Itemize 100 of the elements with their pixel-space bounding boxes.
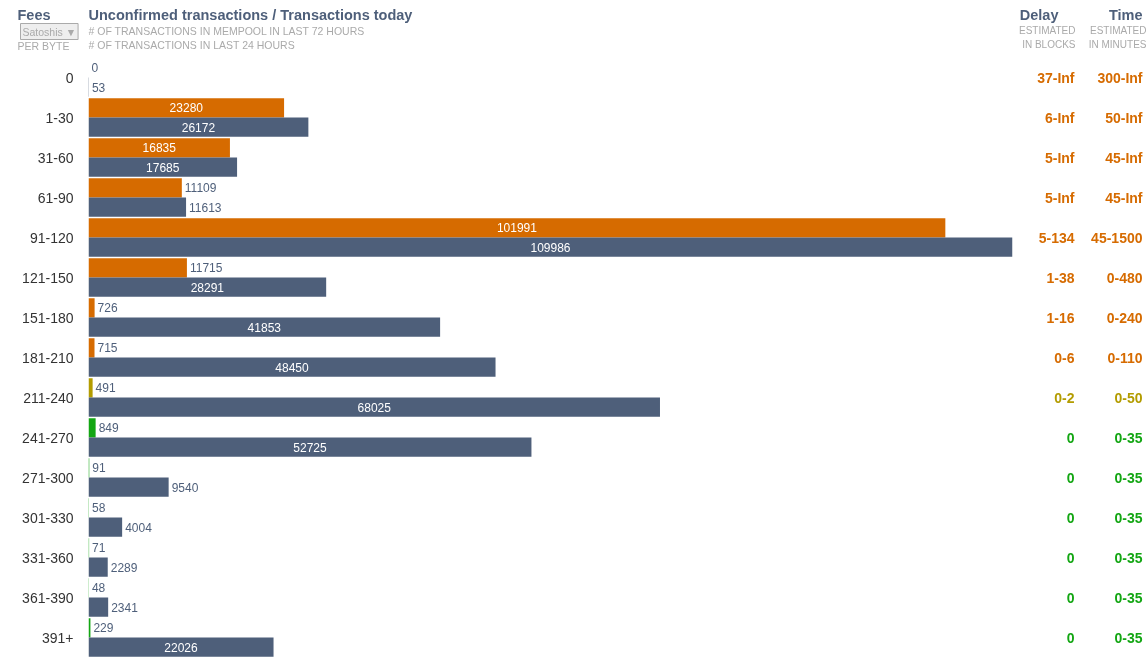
- data-label: 229: [93, 621, 114, 636]
- data-label: 28291: [190, 280, 225, 295]
- text: 1-16: [1046, 309, 1075, 326]
- data-label: 4004: [125, 520, 153, 535]
- data-label: 11613: [189, 200, 222, 215]
- text: 50-Inf: [1105, 109, 1143, 126]
- text: Time: [1108, 6, 1143, 23]
- bar: [88, 138, 230, 158]
- bar: [88, 117, 309, 137]
- data-label: 53: [91, 80, 106, 95]
- bar: [88, 437, 532, 457]
- bar: [88, 298, 95, 318]
- data-label: 2289: [110, 560, 138, 575]
- text: ESTIMATED IN BLOCKS: [1019, 25, 1076, 50]
- text: 0: [1066, 629, 1075, 646]
- text: 45-Inf: [1105, 189, 1143, 206]
- data-label: 9540: [171, 480, 199, 495]
- text: 0-480: [1106, 269, 1143, 286]
- text: 0: [1066, 469, 1075, 486]
- text: 45-1500: [1091, 229, 1143, 246]
- data-label: 23280: [169, 101, 204, 116]
- text: 0-50: [1114, 389, 1143, 406]
- text: 6-Inf: [1044, 109, 1075, 126]
- text: 0-6: [1054, 349, 1075, 366]
- text: 5-Inf: [1044, 149, 1075, 166]
- y-tick-label: 331-360: [22, 549, 74, 566]
- data-label: 71: [92, 541, 106, 556]
- data-label: 48450: [275, 360, 310, 375]
- y-tick-label: 31-60: [37, 149, 74, 166]
- bar: [88, 338, 95, 358]
- bar: [88, 357, 496, 377]
- text: Delay: [1019, 6, 1059, 23]
- data-label: 26172: [181, 120, 216, 135]
- y-tick-label: 1-30: [45, 109, 74, 126]
- chart-title: Unconfirmed transactions / Transactions today: [88, 6, 413, 23]
- text: 0-35: [1114, 469, 1143, 486]
- bar: [88, 597, 109, 617]
- bar: [88, 517, 123, 537]
- data-label: 11109: [184, 181, 217, 196]
- text: 0-35: [1114, 629, 1143, 646]
- bar: [88, 218, 946, 238]
- bar: [88, 258, 187, 278]
- y-tick-label: 0: [65, 69, 74, 86]
- bar: [88, 277, 327, 297]
- text: 5-134: [1038, 229, 1075, 246]
- text: 300-Inf: [1097, 69, 1143, 86]
- data-label: 0: [91, 61, 99, 76]
- data-label: 17685: [146, 160, 180, 175]
- data-label: 849: [98, 421, 119, 436]
- y-tick-label: 361-390: [22, 589, 74, 606]
- text: ESTIMATED IN MINUTES: [1088, 25, 1147, 50]
- text: 0-2: [1054, 389, 1075, 406]
- data-label: 48: [91, 581, 106, 596]
- text: Satoshis ▼: [22, 25, 77, 38]
- text: 45-Inf: [1105, 149, 1143, 166]
- text: 0-35: [1114, 509, 1143, 526]
- data-label: 11715: [189, 261, 223, 276]
- text: 0: [1066, 429, 1075, 446]
- data-label: 41853: [247, 320, 282, 335]
- text: 0-240: [1106, 309, 1143, 326]
- data-label: 2341: [111, 600, 139, 615]
- text: PER BYTE: [17, 39, 70, 52]
- data-label: 58: [91, 501, 106, 516]
- bar: [88, 317, 441, 337]
- y-tick-label: 241-270: [22, 429, 74, 446]
- bar: [88, 477, 169, 497]
- y-tick-label: 391+: [41, 629, 74, 646]
- y-tick-label: 211-240: [23, 389, 74, 406]
- data-label: 491: [95, 381, 116, 396]
- y-tick-label: 271-300: [22, 469, 74, 486]
- data-label: 726: [97, 301, 118, 316]
- data-label: 52725: [293, 440, 327, 455]
- bar: [88, 557, 108, 577]
- bar: [88, 197, 187, 217]
- data-label: 101991: [496, 221, 538, 236]
- text: 0-110: [1107, 349, 1143, 366]
- text: 0: [1066, 509, 1075, 526]
- bar: [88, 637, 274, 657]
- data-label: 91: [92, 461, 106, 476]
- chart-subtitle: # OF TRANSACTIONS IN MEMPOOL IN LAST 72 HOURS # OF TRANSACTIONS IN LAST 24 HOURS: [88, 24, 365, 51]
- y-tick-label: 181-210: [22, 349, 74, 366]
- bar: [88, 178, 182, 198]
- data-label: 68025: [357, 400, 392, 415]
- bar: [88, 157, 238, 177]
- text: 37-Inf: [1037, 69, 1075, 86]
- bar: [88, 397, 660, 417]
- text: 5-Inf: [1044, 189, 1075, 206]
- bar: [88, 237, 1013, 257]
- bar: [88, 378, 93, 398]
- data-label: 715: [97, 341, 118, 356]
- text: 0-35: [1114, 429, 1143, 446]
- text: 0-35: [1114, 589, 1143, 606]
- text: 1-38: [1046, 269, 1075, 286]
- bar: [88, 418, 96, 438]
- y-tick-label: 61-90: [37, 189, 74, 206]
- y-tick-label: 151-180: [22, 309, 74, 326]
- y-tick-label: 91-120: [29, 229, 74, 246]
- data-label: 16835: [142, 141, 177, 156]
- text: 0: [1066, 549, 1075, 566]
- text: 0: [1066, 589, 1075, 606]
